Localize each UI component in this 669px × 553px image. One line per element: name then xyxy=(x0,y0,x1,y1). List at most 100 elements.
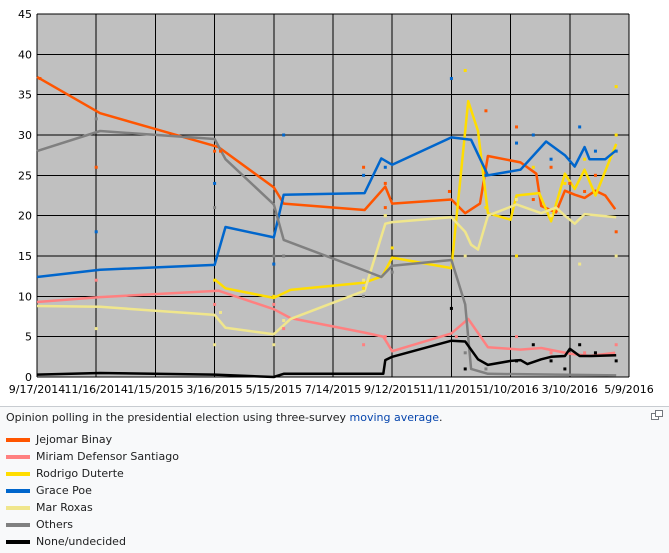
jejomar-binay-poll-point xyxy=(383,206,387,210)
none-undecided-poll-point xyxy=(563,367,567,371)
jejomar-binay-poll-point xyxy=(213,149,217,153)
rodrigo-duterte-poll-point xyxy=(563,181,567,185)
y-tick-label: 40 xyxy=(18,48,32,61)
x-tick-label: 3/16/2015 xyxy=(186,383,242,396)
rodrigo-duterte-poll-point xyxy=(614,85,618,89)
legend: Jejomar Binay Miriam Defensor Santiago Rod… xyxy=(6,431,179,550)
x-tick-label: 11/16/2014 xyxy=(64,383,127,396)
grace-poe-poll-point xyxy=(614,149,618,153)
grace-poe-poll-point xyxy=(282,133,286,137)
none-undecided-poll-point xyxy=(449,306,453,310)
jejomar-binay-poll-point xyxy=(568,181,572,185)
y-tick-label: 20 xyxy=(18,210,32,223)
others-poll-point xyxy=(362,294,366,298)
y-tick-label: 25 xyxy=(18,169,32,182)
none-undecided-poll-point xyxy=(463,367,467,371)
y-tick-label: 45 xyxy=(18,8,32,21)
legend-item-rodrigo-duterte: Rodrigo Duterte xyxy=(6,465,179,482)
enlarge-icon[interactable] xyxy=(651,410,663,420)
grace-poe-poll-point xyxy=(94,230,98,234)
others-poll-point xyxy=(282,254,286,258)
legend-swatch xyxy=(6,539,30,544)
miriam-defensor-santiago-series-line xyxy=(36,289,616,358)
mar-roxas-poll-point xyxy=(213,343,217,347)
rodrigo-duterte-poll-point xyxy=(390,246,394,250)
mar-roxas-poll-point xyxy=(614,254,618,258)
none-undecided-poll-point xyxy=(515,359,519,363)
jejomar-binay-poll-point xyxy=(593,173,597,177)
none-undecided-poll-point xyxy=(531,343,535,347)
jejomar-binay-poll-point xyxy=(447,189,451,193)
others-poll-point xyxy=(484,367,488,371)
none-undecided-poll-point xyxy=(614,359,618,363)
jejomar-binay-poll-point xyxy=(219,149,223,153)
grace-poe-poll-point xyxy=(213,181,217,185)
grace-poe-poll-point xyxy=(593,149,597,153)
legend-swatch xyxy=(6,488,30,493)
legend-swatch xyxy=(6,454,30,459)
y-tick-label: 5 xyxy=(25,331,32,344)
x-tick-label: 5/15/2015 xyxy=(246,383,302,396)
miriam-defensor-santiago-poll-point xyxy=(549,351,553,355)
none-undecided-series-line xyxy=(36,339,617,379)
grace-poe-poll-point xyxy=(578,125,582,129)
mar-roxas-poll-point xyxy=(463,254,467,258)
grace-poe-poll-point xyxy=(362,173,366,177)
miriam-defensor-santiago-poll-point xyxy=(362,343,366,347)
none-undecided-poll-point xyxy=(578,343,582,347)
miriam-defensor-santiago-poll-point xyxy=(583,351,587,355)
chart-caption: Opinion polling in the presidential elec… xyxy=(6,411,443,424)
legend-item-others: Others xyxy=(6,516,179,533)
x-tick-label: 7/14/2015 xyxy=(305,383,361,396)
none-undecided-poll-point xyxy=(549,359,553,363)
grace-poe-poll-point xyxy=(449,77,453,81)
others-poll-point xyxy=(213,206,217,210)
jejomar-binay-poll-point xyxy=(614,230,618,234)
grace-poe-poll-point xyxy=(549,157,553,161)
rodrigo-duterte-poll-point xyxy=(362,286,366,290)
rodrigo-duterte-poll-point xyxy=(463,68,467,72)
jejomar-binay-poll-point xyxy=(362,165,366,169)
rodrigo-duterte-poll-point xyxy=(531,165,535,169)
rodrigo-duterte-poll-point xyxy=(272,294,276,298)
grace-poe-poll-point xyxy=(531,133,535,137)
miriam-defensor-santiago-poll-point xyxy=(282,327,286,331)
caption-suffix: . xyxy=(439,411,443,424)
miriam-defensor-santiago-poll-point xyxy=(383,335,387,339)
x-tick-label: 9/12/2015 xyxy=(364,383,420,396)
mar-roxas-poll-point xyxy=(383,214,387,218)
miriam-defensor-santiago-poll-point xyxy=(614,343,618,347)
others-poll-point xyxy=(463,351,467,355)
x-tick-label: 1/10/2016 xyxy=(482,383,538,396)
miriam-defensor-santiago-poll-point xyxy=(213,302,217,306)
x-tick-label: 11/11/2015 xyxy=(420,383,483,396)
jejomar-binay-poll-point xyxy=(484,109,488,113)
miriam-defensor-santiago-poll-point xyxy=(272,302,276,306)
rodrigo-duterte-poll-point xyxy=(484,206,488,210)
others-series-line xyxy=(36,129,617,377)
moving-average-link[interactable]: moving average xyxy=(349,411,440,424)
x-tick-label: 1/15/2015 xyxy=(127,383,183,396)
jejomar-binay-poll-point xyxy=(383,181,387,185)
legend-label: Others xyxy=(36,518,73,531)
x-tick-label: 9/17/2014 xyxy=(9,383,65,396)
grace-poe-poll-point xyxy=(515,141,519,145)
jejomar-binay-poll-point xyxy=(531,198,535,202)
y-tick-label: 10 xyxy=(18,290,32,303)
series-points xyxy=(38,68,618,371)
legend-item-grace-poe: Grace Poe xyxy=(6,482,179,499)
mar-roxas-series-line xyxy=(36,203,617,336)
jejomar-binay-poll-point xyxy=(515,125,519,129)
legend-item-mar-roxas: Mar Roxas xyxy=(6,499,179,516)
others-poll-point xyxy=(94,117,98,121)
legend-label: None/undecided xyxy=(36,535,126,548)
others-poll-point xyxy=(390,270,394,274)
rodrigo-duterte-poll-point xyxy=(614,133,618,137)
rodrigo-duterte-poll-point xyxy=(515,254,519,258)
mar-roxas-poll-point xyxy=(272,343,276,347)
legend-label: Jejomar Binay xyxy=(36,433,113,446)
caption-box: Opinion polling in the presidential elec… xyxy=(0,406,669,553)
legend-label: Rodrigo Duterte xyxy=(36,467,124,480)
jejomar-binay-poll-point xyxy=(94,165,98,169)
